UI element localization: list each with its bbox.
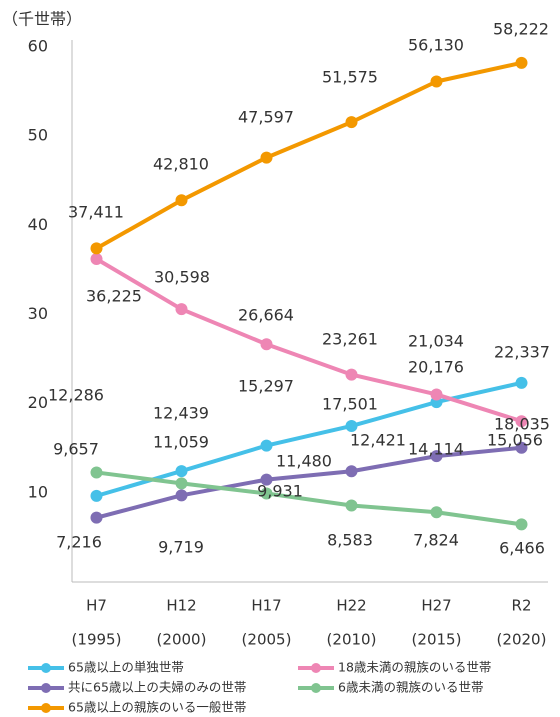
legend-label: 65歳以上の親族のいる一般世帯 [68, 700, 246, 715]
point [430, 388, 443, 401]
point [175, 489, 188, 502]
data-label: 18,035 [494, 415, 550, 434]
series-line [95, 257, 523, 424]
y-tick-label: 40 [28, 215, 48, 234]
point [345, 368, 358, 381]
point [430, 75, 443, 88]
data-label: 37,411 [68, 203, 124, 222]
data-label: 17,501 [322, 395, 378, 414]
point [345, 465, 358, 478]
x-tick-year: (2000) [157, 631, 207, 649]
data-label: 9,931 [257, 482, 303, 501]
x-tick-label: H27 [421, 597, 451, 615]
point [345, 499, 358, 512]
x-tick-label: H17 [251, 597, 281, 615]
data-label: 6,466 [499, 539, 545, 558]
legend-marker [41, 703, 51, 713]
point [515, 56, 528, 69]
point [260, 487, 273, 500]
point [90, 242, 103, 255]
point [515, 415, 528, 428]
data-label: 15,056 [487, 431, 543, 450]
data-label: 12,286 [48, 386, 104, 405]
data-label: 11,059 [153, 433, 209, 452]
x-tick-year: (1995) [72, 631, 122, 649]
series-line [96, 470, 522, 527]
data-label: 23,261 [322, 330, 378, 349]
data-label: 21,034 [408, 332, 464, 351]
data-label: 9,719 [158, 538, 204, 557]
point [345, 116, 358, 129]
point [260, 151, 273, 164]
data-label: 30,598 [154, 268, 210, 287]
legend-marker [311, 663, 321, 673]
point [430, 450, 443, 463]
data-label: 58,222 [493, 20, 549, 39]
x-tick-label: R2 [512, 597, 532, 615]
legend-marker [311, 683, 321, 693]
point [175, 303, 188, 316]
point [90, 466, 103, 479]
y-tick-label: 60 [28, 37, 48, 56]
x-tick-year: (2020) [497, 631, 547, 649]
legend-label: 18歳未満の親族のいる世帯 [338, 660, 491, 675]
data-label: 42,810 [153, 155, 209, 174]
series-line [95, 60, 522, 251]
data-label: 11,480 [276, 452, 332, 471]
point [260, 439, 273, 452]
point [90, 489, 103, 502]
data-label: 12,421 [350, 431, 406, 450]
point [345, 419, 358, 432]
legend-marker [41, 683, 51, 693]
data-label: 47,597 [238, 108, 294, 127]
x-tick-year: (2015) [412, 631, 462, 649]
point [260, 338, 273, 351]
point [90, 511, 103, 524]
y-tick-label: 10 [28, 482, 48, 501]
series-line [95, 445, 522, 520]
data-label: 20,176 [408, 358, 464, 377]
data-label: 8,583 [327, 531, 373, 550]
data-label: 9,657 [53, 440, 99, 459]
x-tick-label: H12 [166, 597, 196, 615]
data-label: 15,297 [238, 377, 294, 396]
legend-label: 共に65歳以上の夫婦のみの世帯 [68, 680, 246, 695]
point [515, 441, 528, 454]
legend-marker [41, 663, 51, 673]
point [175, 465, 188, 478]
data-label: 7,824 [413, 531, 459, 550]
y-tick-label: 20 [28, 393, 48, 412]
point [430, 506, 443, 519]
data-label: 12,439 [153, 404, 209, 423]
y-tick-label: 50 [28, 126, 48, 145]
x-tick-label: H7 [86, 597, 107, 615]
y-tick-label: 30 [28, 304, 48, 323]
legend-label: 6歳未満の親族のいる世帯 [338, 680, 483, 695]
legend-label: 65歳以上の単独世帯 [68, 660, 184, 675]
point [260, 473, 273, 486]
data-label: 7,216 [56, 533, 102, 552]
point [90, 252, 103, 265]
point [175, 194, 188, 207]
data-label: 26,664 [238, 306, 294, 325]
data-label: 56,130 [408, 36, 464, 55]
data-label: 22,337 [494, 343, 550, 362]
point [515, 376, 528, 389]
x-tick-year: (2010) [327, 631, 377, 649]
y-axis-unit: （千世帯） [2, 10, 82, 29]
data-label: 14,114 [408, 440, 464, 459]
x-tick-year: (2005) [242, 631, 292, 649]
point [175, 477, 188, 490]
data-label: 36,225 [86, 287, 142, 306]
data-label: 51,575 [322, 68, 378, 87]
point [515, 518, 528, 531]
x-tick-label: H22 [336, 597, 366, 615]
